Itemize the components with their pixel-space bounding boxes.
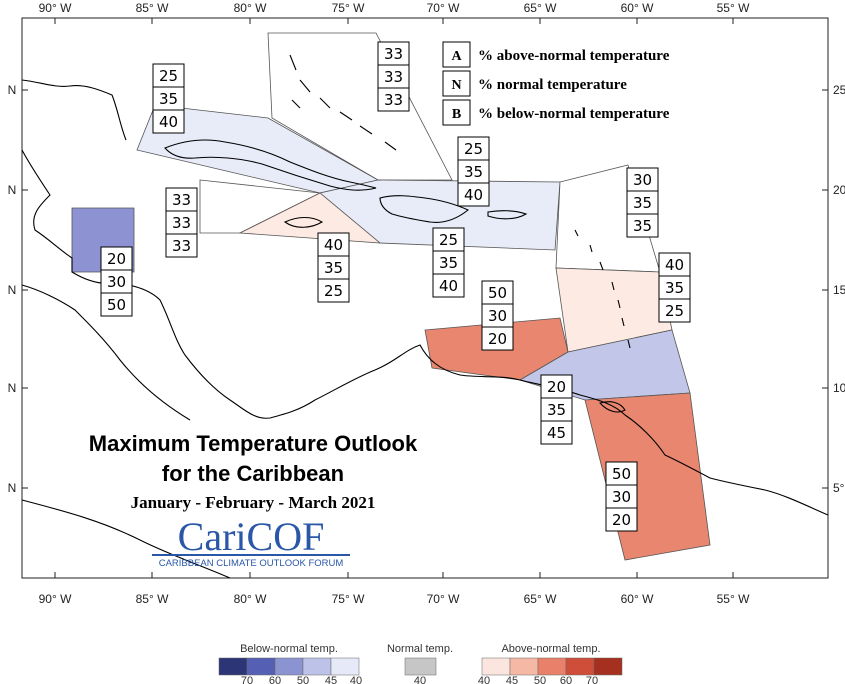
colorbar-below-swatch — [330, 657, 360, 676]
colorbar-above-swatch — [509, 657, 539, 676]
colorbar-above-swatch — [593, 657, 623, 676]
colorbar-below-swatch — [218, 657, 248, 676]
colorbar-normal-swatch — [404, 657, 437, 676]
colorbar-above-swatch — [565, 657, 595, 676]
map-frame — [21, 17, 829, 579]
region-bahamas — [267, 32, 453, 181]
colorbar — [218, 657, 623, 676]
colorbar-below-swatch — [302, 657, 332, 676]
coastlines — [21, 54, 829, 579]
colorbar-above-swatch — [481, 657, 511, 676]
colorbar-below-swatch — [274, 657, 304, 676]
colorbar-below-swatch — [246, 657, 276, 676]
region-belize — [71, 207, 135, 273]
colorbar-above-swatch — [537, 657, 567, 676]
